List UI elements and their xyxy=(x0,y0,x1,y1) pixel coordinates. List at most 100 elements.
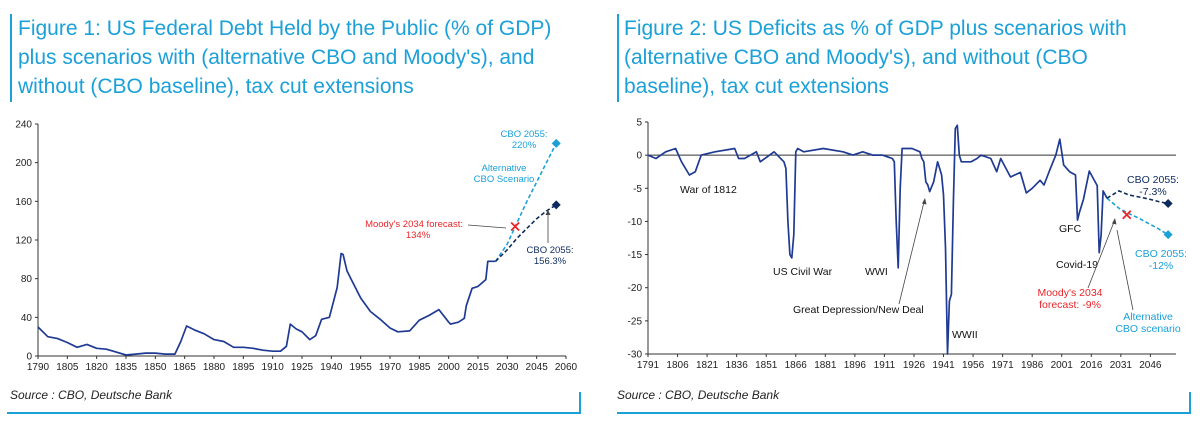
moodys-forecast-marker xyxy=(510,221,520,232)
y-tick-label: -5 xyxy=(633,184,642,195)
baseline-scenario-line xyxy=(495,204,557,262)
x-tick-label: 1791 xyxy=(637,360,660,371)
x-tick-label: 1806 xyxy=(666,360,689,371)
x-tick-label: 1956 xyxy=(962,360,985,371)
y-tick-label: 0 xyxy=(26,352,32,363)
moodys-forecast-label: Moody's 2034 xyxy=(1037,287,1102,299)
x-tick-label: 1821 xyxy=(696,360,719,371)
historical-series-line xyxy=(37,252,496,356)
x-tick-label: 1881 xyxy=(814,360,837,371)
cbo-2055-alt-value: -12% xyxy=(1149,260,1174,272)
footer-rule xyxy=(7,412,581,414)
x-tick-label: 1835 xyxy=(115,362,138,373)
cbo-2055-baseline-label: CBO 2055: xyxy=(1127,174,1179,186)
y-tick-label: -30 xyxy=(628,350,643,361)
y-tick-label: -20 xyxy=(628,283,643,294)
x-tick-label: 2060 xyxy=(555,362,578,373)
moodys-leader-line xyxy=(467,224,507,229)
historical-series-line xyxy=(647,124,1108,355)
wwi-label: WWI xyxy=(865,266,888,278)
x-tick-label: 1941 xyxy=(932,360,955,371)
footer-rule xyxy=(617,412,1191,414)
cbo-2055-baseline-value: -7.3% xyxy=(1139,186,1166,198)
moodys-forecast-value: 134% xyxy=(406,230,431,241)
cbo-2055-alt-marker xyxy=(551,138,561,148)
x-tick-label: 1851 xyxy=(755,360,778,371)
x-tick-label: 1880 xyxy=(203,362,226,373)
title-accent-bar xyxy=(10,14,12,102)
y-tick-label: -25 xyxy=(628,316,643,327)
x-tick-label: 1866 xyxy=(785,360,808,371)
great-depression-leader-line xyxy=(898,201,925,305)
y-tick-label: 40 xyxy=(21,313,33,324)
great-depression-arrowhead xyxy=(922,198,927,205)
gfc-label: GFC xyxy=(1059,223,1082,235)
y-tick-label: 120 xyxy=(15,236,32,247)
y-tick-label: 200 xyxy=(15,158,32,169)
x-tick-label: 2015 xyxy=(467,362,490,373)
x-tick-label: 1896 xyxy=(844,360,867,371)
x-tick-label: 1805 xyxy=(56,362,79,373)
x-tick-label: 1895 xyxy=(232,362,255,373)
figure-2-source: Source : CBO, Deutsche Bank xyxy=(617,388,780,402)
x-tick-label: 2046 xyxy=(1139,360,1162,371)
cbo-2055-alt-label: CBO 2055: xyxy=(1135,248,1187,260)
x-tick-label: 2000 xyxy=(438,362,461,373)
figure-1-panel: Figure 1: US Federal Debt Held by the Pu… xyxy=(0,0,590,424)
civil-war-label: US Civil War xyxy=(773,266,833,278)
footer-rule-end xyxy=(1189,392,1191,414)
x-tick-label: 1850 xyxy=(144,362,167,373)
x-tick-label: 2030 xyxy=(496,362,519,373)
x-tick-label: 1970 xyxy=(379,362,402,373)
cbo-2055-alt-marker xyxy=(1163,230,1173,240)
alternative-leader-line xyxy=(1116,229,1134,311)
y-tick-label: 240 xyxy=(15,120,32,131)
alternative-scenario-line xyxy=(494,142,557,262)
x-tick-label: 2001 xyxy=(1051,360,1074,371)
cbo-2055-alt-label: CBO 2055: xyxy=(501,129,548,140)
figure-2-panel: Figure 2: US Deficits as % of GDP plus s… xyxy=(610,0,1200,424)
moodys-forecast-value: forecast: -9% xyxy=(1039,299,1101,311)
y-tick-label: 5 xyxy=(636,118,642,129)
figure-2-title: Figure 2: US Deficits as % of GDP plus s… xyxy=(624,17,1127,98)
cbo-2055-alt-value: 220% xyxy=(512,140,537,151)
cbo-2055-baseline-marker xyxy=(551,200,561,210)
wwii-label: WWII xyxy=(952,329,978,341)
moodys-arrowhead xyxy=(1112,218,1117,225)
great-depression-label: Great Depression/New Deal xyxy=(793,304,924,316)
cbo-2055-baseline-label: CBO 2055: xyxy=(527,245,574,256)
alternative-scenario-label: CBO scenario xyxy=(1115,323,1181,335)
y-tick-label: -10 xyxy=(628,217,643,228)
x-tick-label: 1925 xyxy=(291,362,314,373)
debt-chart: 0 40 80 120 160 200 240 1790 1805 1820 1835 1850 186… xyxy=(15,120,578,374)
cbo-2055-baseline-marker xyxy=(1163,199,1173,209)
baseline-scenario-line xyxy=(1106,190,1169,205)
baseline-leader-arrowhead xyxy=(545,210,551,215)
war-1812-label: War of 1812 xyxy=(680,184,737,196)
x-tick-label: 1955 xyxy=(350,362,373,373)
y-tick-label: 160 xyxy=(15,197,32,208)
cbo-2055-baseline-value: 156.3% xyxy=(534,256,567,267)
alternative-scenario-label: Alternative xyxy=(482,163,527,174)
x-tick-label: 1865 xyxy=(174,362,197,373)
x-tick-label: 1911 xyxy=(874,360,896,371)
y-tick-label: -15 xyxy=(628,250,643,261)
moodys-forecast-marker xyxy=(1122,210,1132,220)
x-tick-label: 1910 xyxy=(262,362,285,373)
title-accent-bar xyxy=(617,14,619,102)
x-tick-label: 1985 xyxy=(408,362,431,373)
moodys-forecast-label: Moody's 2034 forecast: xyxy=(365,219,463,230)
covid-label: Covid-19 xyxy=(1056,259,1098,271)
alternative-scenario-label: Alternative xyxy=(1123,311,1173,323)
x-tick-label: 2045 xyxy=(526,362,549,373)
moodys-leader-line xyxy=(1087,221,1115,289)
figure-1-title: Figure 1: US Federal Debt Held by the Pu… xyxy=(18,17,552,98)
y-tick-label: 80 xyxy=(21,274,33,285)
x-tick-label: 1820 xyxy=(86,362,109,373)
x-tick-label: 1986 xyxy=(1021,360,1044,371)
x-tick-label: 2031 xyxy=(1110,360,1133,371)
x-tick-label: 1940 xyxy=(320,362,343,373)
x-tick-label: 1790 xyxy=(27,362,50,373)
x-tick-label: 1836 xyxy=(726,360,749,371)
